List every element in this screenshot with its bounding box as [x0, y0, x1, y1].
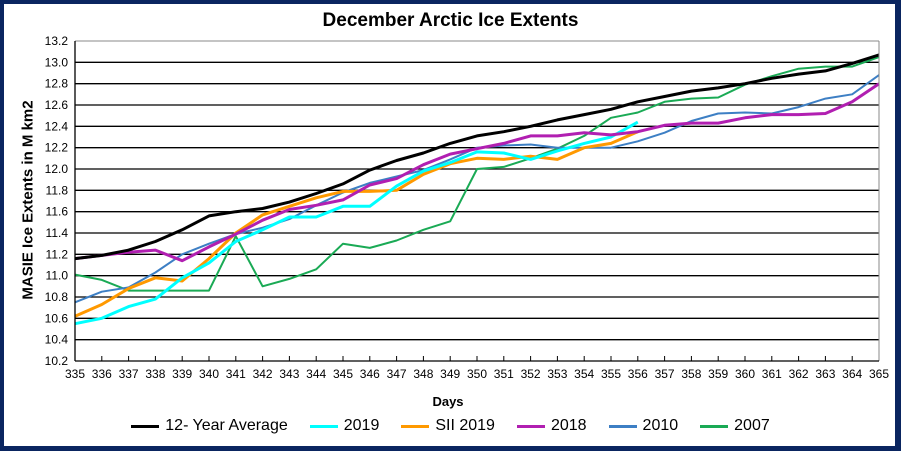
legend: 12- Year Average 2019 SII 2019 2018 2010 2007 — [0, 417, 901, 435]
x-tick-label: 343 — [279, 367, 299, 381]
x-tick-label: 355 — [601, 367, 621, 381]
grid-lines — [75, 61, 879, 341]
x-tick-label: 352 — [521, 367, 541, 381]
x-tick-label: 348 — [413, 367, 433, 381]
x-tick-label: 359 — [708, 367, 728, 381]
series-line-2007 — [74, 56, 880, 292]
y-tick-label: 12.2 — [45, 141, 69, 155]
legend-swatch — [131, 424, 160, 428]
legend-swatch — [401, 424, 430, 428]
tick-labels: 10.2 10.4 10.6 10.8 11.0 11.2 11.4 11.6 11.8 12.0… — [45, 34, 890, 381]
x-tick-label: 344 — [306, 367, 326, 381]
x-tick-label: 361 — [762, 367, 782, 381]
y-tick-label: 13.0 — [45, 55, 69, 69]
y-tick-label: 11.2 — [46, 247, 69, 261]
legend-label: 2018 — [550, 417, 587, 434]
x-tick-label: 364 — [842, 367, 862, 381]
x-tick-label: 337 — [119, 367, 139, 381]
x-tick-label: 350 — [467, 367, 487, 381]
y-tick-label: 13.2 — [45, 34, 69, 48]
legend-item: SII 2019 — [401, 417, 495, 435]
x-tick-label: 363 — [815, 367, 835, 381]
legend-item: 2018 — [516, 417, 587, 435]
y-tick-label: 11.8 — [46, 183, 69, 197]
x-tick-label: 346 — [360, 367, 380, 381]
x-tick-label: 342 — [253, 367, 273, 381]
x-axis-label: Days — [432, 394, 464, 409]
x-tick-label: 340 — [199, 367, 219, 381]
x-tick-label: 365 — [869, 367, 889, 381]
x-tick-label: 357 — [655, 367, 675, 381]
x-tick-label: 353 — [547, 367, 567, 381]
legend-label: 12- Year Average — [165, 417, 288, 434]
x-tick-label: 362 — [789, 367, 809, 381]
x-tick-label: 338 — [145, 367, 165, 381]
x-tick-label: 351 — [494, 367, 514, 381]
x-tick-label: 335 — [65, 367, 85, 381]
x-tick-label: 354 — [574, 367, 594, 381]
chart-title: December Arctic Ice Extents — [322, 10, 579, 31]
x-tick-label: 349 — [440, 367, 460, 381]
x-tick-label: 360 — [735, 367, 755, 381]
y-tick-label: 11.0 — [46, 269, 69, 283]
y-tick-label: 10.8 — [45, 290, 69, 304]
legend-swatch — [700, 424, 729, 428]
legend-swatch — [608, 424, 637, 428]
series-line-12-year-average — [74, 53, 880, 261]
legend-label: 2010 — [642, 417, 679, 434]
legend-label: 2019 — [343, 417, 380, 434]
y-tick-label: 10.2 — [45, 354, 69, 368]
legend-label: SII 2019 — [435, 417, 495, 434]
y-tick-label: 12.0 — [45, 162, 69, 176]
legend-item: 2007 — [700, 417, 770, 435]
x-tick-label: 347 — [387, 367, 407, 381]
x-tick-label: 341 — [226, 367, 246, 381]
x-tick-label: 358 — [681, 367, 701, 381]
y-tick-label: 10.4 — [45, 333, 69, 347]
axes — [74, 40, 880, 362]
series-lines — [74, 53, 880, 326]
x-tick-label: 339 — [172, 367, 192, 381]
y-tick-label: 12.8 — [45, 77, 69, 91]
legend-swatch — [516, 424, 545, 428]
x-tick-label: 336 — [92, 367, 112, 381]
y-tick-label: 11.6 — [46, 205, 69, 219]
series-line-2019 — [74, 120, 639, 326]
x-tick-label: 345 — [333, 367, 353, 381]
y-tick-label: 11.4 — [46, 226, 69, 240]
legend-item: 12- Year Average — [131, 417, 288, 435]
legend-swatch — [309, 424, 338, 428]
legend-item: 2010 — [608, 417, 679, 435]
y-tick-label: 12.4 — [45, 119, 69, 133]
x-tick-label: 356 — [628, 367, 648, 381]
y-tick-label: 10.6 — [45, 311, 69, 325]
series-line-2018 — [74, 82, 880, 263]
legend-label: 2007 — [734, 417, 770, 434]
legend-item: 2019 — [309, 417, 380, 435]
y-tick-label: 12.6 — [45, 98, 69, 112]
series-line-sii-2019 — [74, 130, 639, 318]
